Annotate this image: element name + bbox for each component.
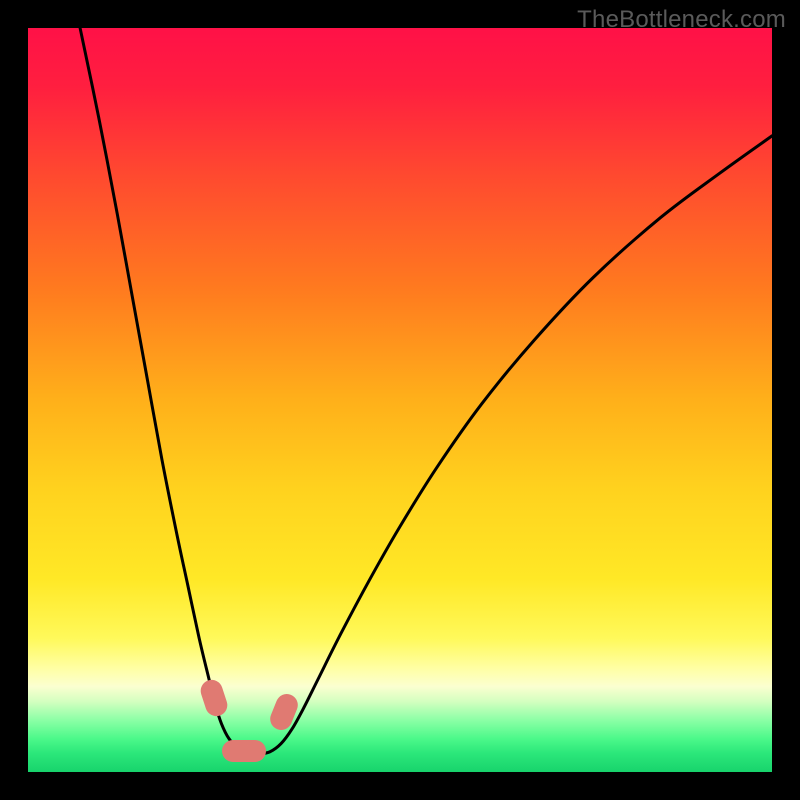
plot-area <box>28 28 772 772</box>
bottleneck-curve <box>80 28 772 754</box>
chart-stage: TheBottleneck.com <box>0 0 800 800</box>
data-marker <box>222 740 266 762</box>
watermark-text: TheBottleneck.com <box>577 6 786 34</box>
curve-layer <box>28 28 772 772</box>
